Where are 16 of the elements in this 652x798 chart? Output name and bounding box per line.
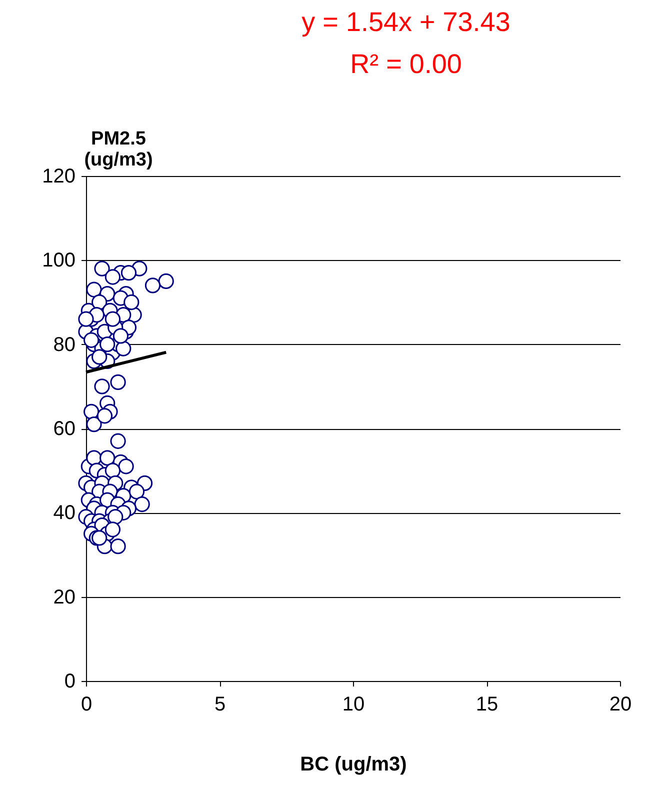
x-tick-label: 10 (342, 694, 365, 716)
y-axis-title: PM2.5 (ug/m3) (84, 128, 153, 170)
y-tick-label: 120 (42, 166, 76, 188)
y-tick-label: 40 (53, 502, 76, 524)
x-axis-title: BC (ug/m3) (300, 754, 407, 776)
x-tick-label: 15 (476, 694, 498, 716)
y-tick-label: 0 (64, 670, 76, 692)
y-tick-label: 20 (53, 586, 76, 608)
y-tick-label: 100 (42, 250, 76, 272)
text: y = 1.54x + 73.43 (302, 7, 510, 37)
y-tick-label: 60 (53, 418, 76, 440)
x-tick-label: 5 (214, 694, 226, 716)
text: R² = 0.00 (350, 49, 462, 79)
x-tick-label: 0 (80, 694, 92, 716)
y-tick-label: 80 (53, 334, 76, 356)
x-tick-label: 20 (609, 694, 632, 716)
